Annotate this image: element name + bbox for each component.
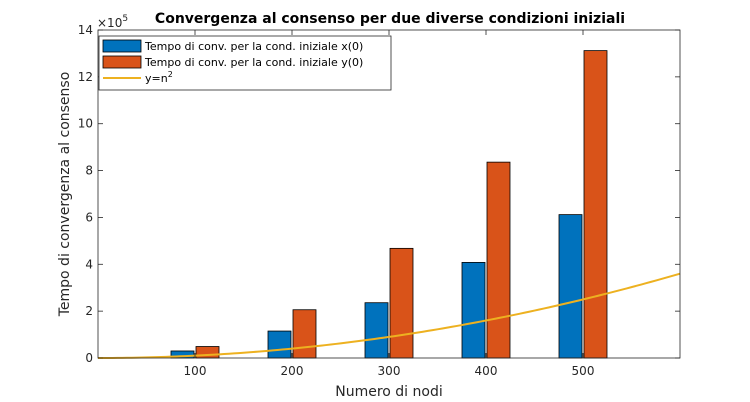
y-tick-label: 10 (78, 117, 93, 131)
y-exponent-power: 5 (122, 14, 128, 24)
y-tick-label: 4 (85, 257, 93, 271)
y-exponent-base: ×10 (97, 16, 122, 30)
x-tick-label: 100 (184, 364, 207, 378)
y-tick-label: 12 (78, 70, 93, 84)
legend-box (98, 35, 392, 91)
bar-x0-200 (267, 330, 292, 359)
bar-y0-500 (583, 50, 608, 359)
x-axis-label: Numero di nodi (335, 384, 443, 400)
legend-swatch-x0 (102, 39, 142, 53)
y-tick-label: 2 (85, 304, 93, 318)
y-tick-label: 14 (78, 23, 93, 37)
bar-y0-300 (389, 247, 414, 359)
y-tick-label: 6 (85, 210, 93, 224)
legend-label-curve-base: y=n (145, 72, 168, 85)
y-exponent-label: ×105 (97, 14, 128, 30)
bar-x0-300 (364, 302, 389, 359)
bar-x0-400 (461, 262, 486, 359)
x-tick-label: 500 (572, 364, 595, 378)
chart-title: Convergenza al consenso per due diverse … (155, 11, 625, 27)
bars (170, 50, 608, 359)
legend: Tempo di conv. per la cond. iniziale x(0… (98, 35, 392, 91)
axes: 100 200 300 400 500 0 2 4 6 8 10 12 14 (78, 23, 681, 378)
legend-label-y0: Tempo di conv. per la cond. iniziale y(0… (144, 56, 363, 69)
bar-y0-200 (292, 309, 317, 359)
bar-y0-400 (486, 161, 511, 359)
legend-label-x0: Tempo di conv. per la cond. iniziale x(0… (144, 40, 363, 53)
bar-x0-500 (558, 214, 583, 359)
legend-label-curve-sup: 2 (168, 70, 173, 79)
x-tick-label: 400 (475, 364, 498, 378)
y-axis-label: Tempo di convergenza al consenso (57, 72, 73, 318)
legend-swatch-y0 (102, 55, 142, 69)
legend-label-curve: y=n2 (145, 70, 173, 85)
y-tick-label: 0 (85, 351, 93, 365)
x-tick-label: 200 (281, 364, 304, 378)
y-tick-label: 8 (85, 164, 93, 178)
x-tick-label: 300 (378, 364, 401, 378)
